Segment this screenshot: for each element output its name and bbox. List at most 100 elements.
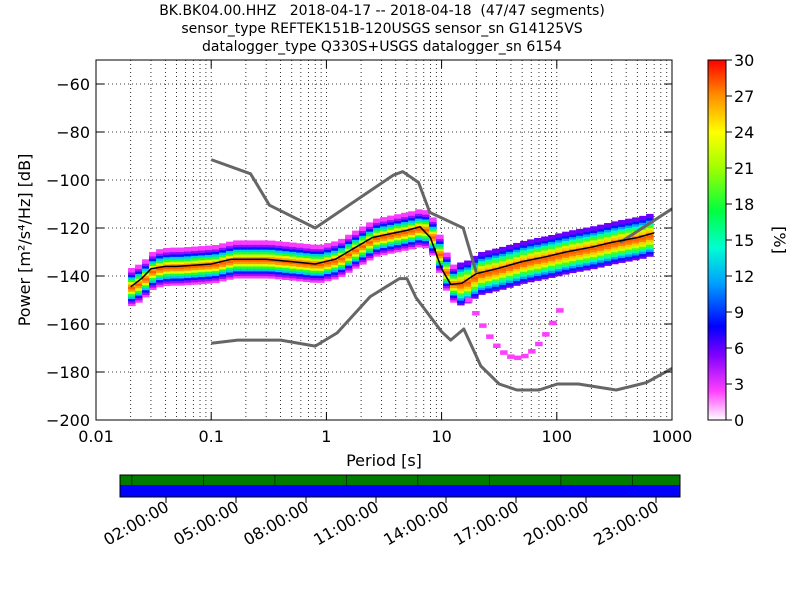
heatmap-cell (541, 265, 549, 270)
heatmap-cell (212, 278, 220, 284)
heatmap-cell (590, 240, 598, 246)
heatmap-cell (569, 259, 577, 264)
heatmap-cell (198, 255, 206, 261)
heatmap-cell (275, 270, 283, 275)
heatmap-cell (177, 257, 185, 262)
heatmap-cell (408, 225, 416, 231)
heatmap-cell (492, 272, 500, 278)
heatmap-cell (128, 280, 136, 285)
heatmap-cell (443, 262, 451, 267)
heatmap-cell (443, 283, 451, 289)
heatmap-cell (611, 228, 619, 234)
heatmap-cell (569, 251, 577, 257)
heatmap-cell (506, 273, 514, 279)
heatmap-cell (338, 241, 346, 246)
heatmap-cell (555, 269, 563, 274)
heatmap-cell (128, 277, 136, 283)
heatmap-cell (310, 256, 318, 262)
heatmap-cell (338, 270, 346, 275)
y-tick-label: −120 (46, 219, 90, 238)
heatmap-cell (198, 267, 206, 273)
heatmap-cell (387, 230, 395, 235)
heatmap-cell (415, 233, 423, 238)
colorbar-tick-label: 6 (734, 339, 744, 358)
heatmap-cell (331, 263, 339, 268)
heatmap-cell (317, 247, 325, 252)
heatmap-cell (464, 286, 472, 292)
heatmap-cell (646, 249, 654, 255)
heatmap-cell (590, 233, 598, 238)
heatmap-cell (632, 255, 640, 261)
time-tick-label: 02:00:00 (100, 497, 172, 549)
heatmap-cell (247, 240, 255, 245)
heatmap-cell (394, 221, 402, 226)
heatmap-cell (408, 240, 416, 245)
heatmap-cell (408, 232, 416, 238)
heatmap-cell (632, 246, 640, 251)
heatmap-cell (506, 256, 514, 262)
heatmap-cell (359, 233, 367, 239)
heatmap-cell (478, 251, 486, 257)
mode-line (130, 226, 655, 288)
heatmap-cell (422, 243, 430, 249)
heatmap-cell (639, 242, 647, 247)
heatmap-cell (394, 214, 402, 219)
heatmap-cell (429, 251, 437, 256)
heatmap-cell (226, 241, 234, 247)
heatmap-cell (415, 209, 423, 214)
heatmap-cell (436, 244, 444, 249)
heatmap-cell (338, 238, 346, 244)
heatmap-cell (520, 255, 528, 260)
heatmap-cell (583, 244, 591, 249)
heatmap-cell (282, 265, 290, 271)
heatmap-cell (604, 249, 612, 254)
heatmap-cell (583, 251, 591, 257)
heatmap-cell (289, 249, 297, 255)
heatmap-cell (408, 211, 416, 216)
heatmap-cell (268, 274, 276, 279)
new-high-noise-model-line (619, 207, 672, 244)
heatmap-cell (205, 250, 213, 255)
heatmap-cell (590, 255, 598, 260)
heatmap-cell (373, 237, 381, 243)
heatmap-cell (555, 238, 563, 243)
heatmap-cell (135, 271, 143, 277)
heatmap-cell (149, 261, 157, 267)
heatmap-cell (331, 267, 339, 273)
heatmap-cell (268, 266, 276, 272)
heatmap-cell (240, 269, 248, 274)
heatmap-cell (541, 246, 549, 251)
heatmap-cell (415, 223, 423, 229)
heatmap-cell (331, 270, 339, 275)
heatmap-cell (394, 228, 402, 234)
heatmap-cell (310, 247, 318, 252)
heatmap-cell (184, 254, 192, 259)
heatmap-cell (324, 269, 332, 274)
heatmap-cell (310, 275, 318, 281)
heatmap-cell (261, 274, 269, 279)
heatmap-cell (289, 268, 297, 274)
heatmap-cell (219, 257, 227, 263)
heatmap-cell (247, 259, 255, 265)
heatmap-cell (212, 276, 220, 281)
heatmap-cell (226, 268, 234, 273)
heatmap-cell (345, 246, 353, 252)
time-axis-ticks: 02:00:0005:00:0008:00:0011:00:0014:00:00… (100, 497, 662, 549)
coverage-bar-top (120, 475, 680, 485)
heatmap-cell (597, 253, 605, 258)
heatmap-cell (639, 218, 647, 223)
heatmap-cell (464, 284, 472, 290)
heatmap-cell (471, 289, 479, 294)
heatmap-cell (450, 295, 458, 301)
heatmap-cell (534, 269, 542, 274)
heatmap-cell (268, 254, 276, 260)
heatmap-cell (317, 244, 325, 250)
heatmap-cell (261, 271, 269, 277)
heatmap-cell (338, 258, 346, 263)
heatmap-cell (597, 251, 605, 256)
heatmap-cell (471, 277, 479, 282)
heatmap-cell (429, 248, 437, 254)
heatmap-cell (604, 232, 612, 238)
heatmap-cell (366, 243, 374, 249)
heatmap-cell (415, 228, 423, 234)
